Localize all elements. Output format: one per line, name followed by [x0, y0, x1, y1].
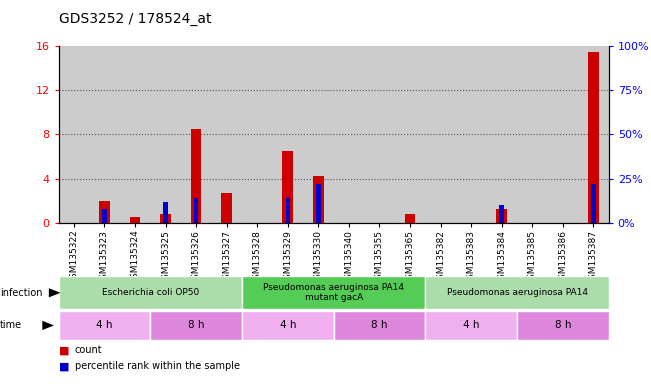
- Bar: [191, 129, 201, 223]
- Bar: [286, 198, 290, 223]
- Bar: [163, 202, 168, 223]
- Bar: [517, 311, 609, 340]
- Bar: [150, 46, 181, 223]
- Text: GDS3252 / 178524_at: GDS3252 / 178524_at: [59, 12, 211, 25]
- Bar: [150, 311, 242, 340]
- Text: 4 h: 4 h: [463, 320, 479, 331]
- Bar: [395, 46, 425, 223]
- Bar: [425, 276, 609, 309]
- Bar: [160, 214, 171, 223]
- Text: ■: ■: [59, 361, 69, 371]
- Bar: [456, 46, 486, 223]
- Bar: [242, 311, 334, 340]
- Bar: [499, 205, 504, 223]
- Text: Pseudomonas aeruginosa PA14
mutant gacA: Pseudomonas aeruginosa PA14 mutant gacA: [263, 283, 404, 303]
- Bar: [59, 311, 150, 340]
- Bar: [517, 46, 547, 223]
- Bar: [486, 46, 517, 223]
- Bar: [130, 217, 141, 223]
- Text: Pseudomonas aeruginosa PA14: Pseudomonas aeruginosa PA14: [447, 288, 587, 297]
- Bar: [273, 46, 303, 223]
- Bar: [313, 176, 324, 223]
- Text: 8 h: 8 h: [371, 320, 388, 331]
- Bar: [242, 46, 273, 223]
- Bar: [120, 46, 150, 223]
- Bar: [316, 184, 321, 223]
- Bar: [242, 276, 425, 309]
- Bar: [102, 209, 107, 223]
- Bar: [591, 184, 596, 223]
- Bar: [212, 46, 242, 223]
- Bar: [578, 46, 609, 223]
- Text: ■: ■: [59, 345, 69, 355]
- Bar: [99, 200, 110, 223]
- Text: infection: infection: [0, 288, 42, 298]
- Text: 8 h: 8 h: [188, 320, 204, 331]
- Bar: [221, 193, 232, 223]
- Bar: [59, 276, 242, 309]
- Text: time: time: [0, 320, 22, 331]
- Bar: [59, 46, 89, 223]
- Bar: [334, 46, 364, 223]
- Bar: [89, 46, 120, 223]
- Text: Escherichia coli OP50: Escherichia coli OP50: [102, 288, 199, 297]
- Text: percentile rank within the sample: percentile rank within the sample: [75, 361, 240, 371]
- Bar: [194, 198, 199, 223]
- Text: 4 h: 4 h: [279, 320, 296, 331]
- Bar: [425, 311, 517, 340]
- Text: count: count: [75, 345, 102, 355]
- Bar: [181, 46, 212, 223]
- Bar: [405, 214, 415, 223]
- Bar: [496, 210, 507, 223]
- Bar: [547, 46, 578, 223]
- Bar: [333, 311, 425, 340]
- Bar: [364, 46, 395, 223]
- Bar: [588, 51, 599, 223]
- Text: 8 h: 8 h: [555, 320, 571, 331]
- Text: 4 h: 4 h: [96, 320, 113, 331]
- Bar: [303, 46, 334, 223]
- Bar: [283, 151, 293, 223]
- Bar: [425, 46, 456, 223]
